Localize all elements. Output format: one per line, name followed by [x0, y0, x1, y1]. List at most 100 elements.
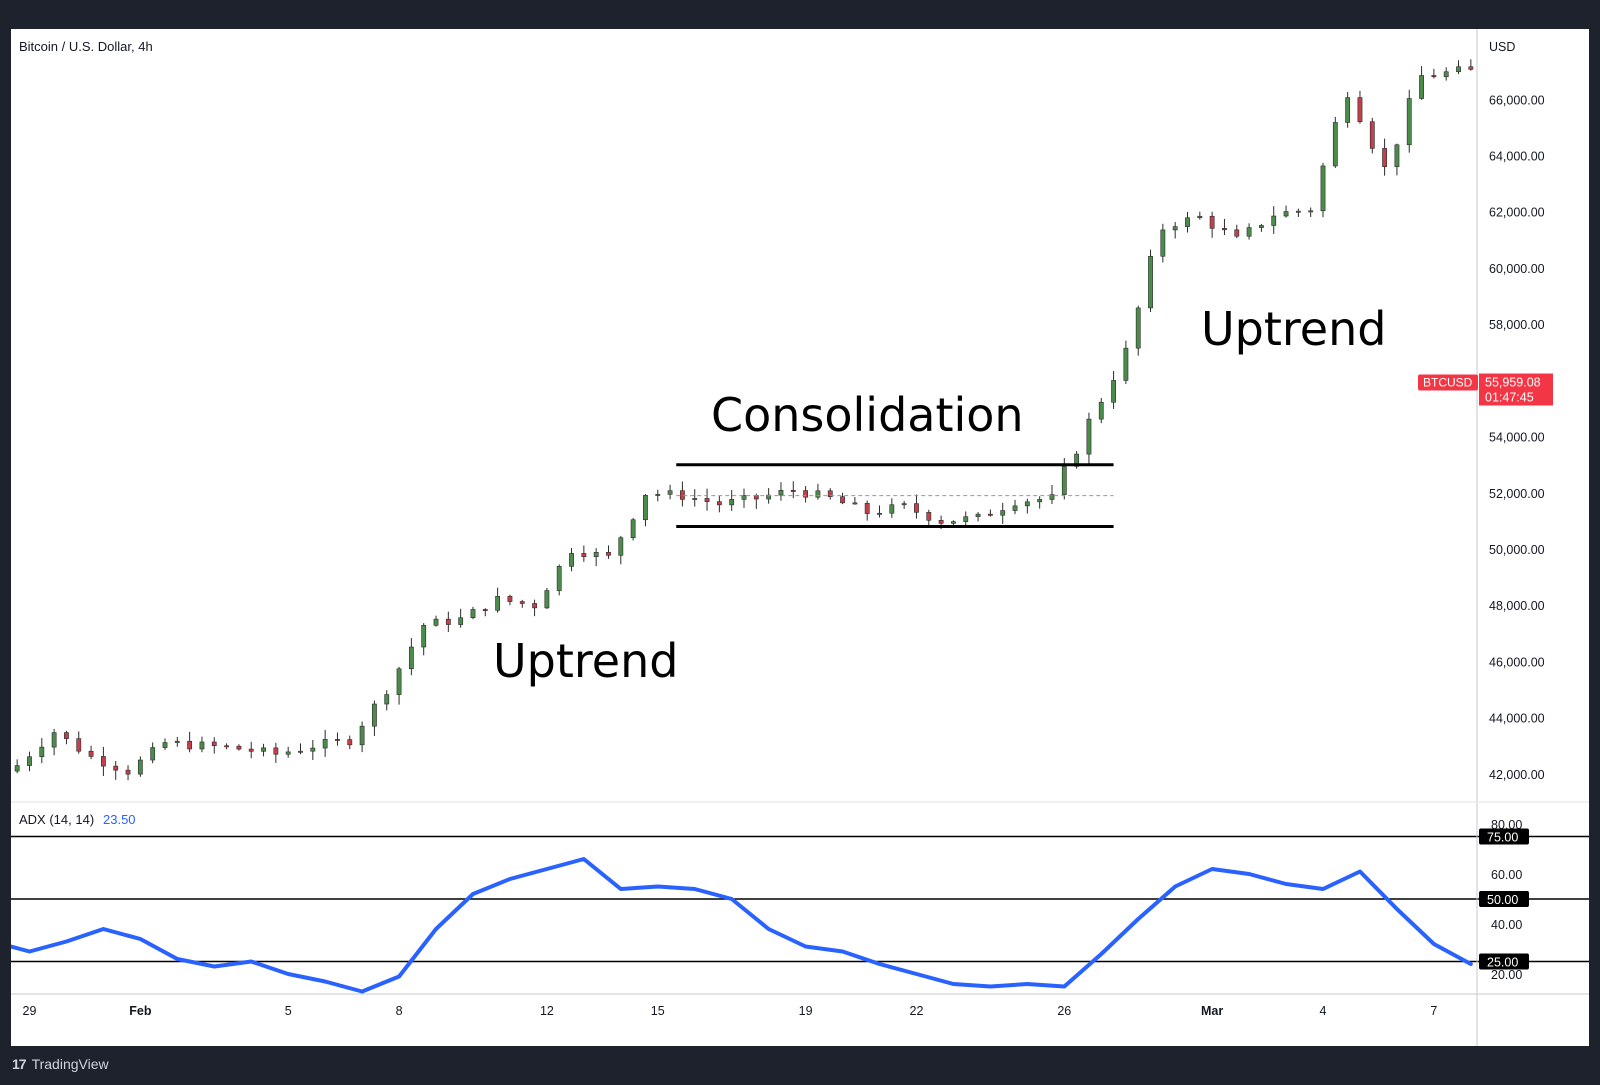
- currency-label: USD: [1489, 40, 1515, 54]
- tradingview-brand[interactable]: 17 TradingView: [12, 1056, 109, 1072]
- price-tick-label: 66,000.00: [1489, 93, 1545, 107]
- candle-body: [593, 551, 599, 557]
- candle-body: [125, 769, 131, 775]
- candle-body: [507, 596, 513, 602]
- time-tick-label: 29: [23, 1004, 37, 1018]
- candle-body: [1049, 494, 1055, 500]
- candle-body: [680, 490, 685, 500]
- time-tick-label: 15: [651, 1004, 665, 1018]
- candle-body: [261, 747, 266, 752]
- time-tick-label: Feb: [129, 1004, 152, 1018]
- candle-body: [852, 502, 858, 505]
- time-tick-label: 22: [910, 1004, 924, 1018]
- candle-body: [1209, 215, 1215, 229]
- candle-body: [14, 765, 20, 772]
- candle-body: [544, 590, 550, 609]
- candle-body: [643, 495, 648, 521]
- candle-body: [113, 765, 119, 771]
- adx-reference-tag: [1479, 953, 1529, 970]
- candle-body: [236, 745, 242, 750]
- price-tick-label: 62,000.00: [1489, 206, 1545, 220]
- time-tick-label: Mar: [1201, 1004, 1223, 1018]
- candle-body: [889, 504, 895, 514]
- candle-body: [1098, 401, 1104, 420]
- candle-body: [532, 603, 537, 609]
- candle-body: [1320, 165, 1326, 212]
- symbol-tag: [1418, 374, 1478, 391]
- candle-body: [285, 751, 291, 755]
- candle-body: [224, 745, 229, 748]
- candle-body: [433, 618, 439, 626]
- time-tick-label: 5: [285, 1004, 292, 1018]
- candle-body: [211, 741, 217, 747]
- price-tick-label: 44,000.00: [1489, 712, 1545, 726]
- candle-body: [445, 618, 451, 625]
- consolidation-box: [676, 463, 1114, 529]
- candle-body: [1406, 98, 1412, 146]
- candle-body: [100, 756, 106, 767]
- price-tick-label: 48,000.00: [1489, 599, 1545, 613]
- candle-body: [606, 551, 611, 556]
- candle-body: [88, 750, 94, 757]
- candle-body: [372, 703, 377, 727]
- annotation-consolidation: Consolidation: [711, 388, 1024, 442]
- candle-body: [1419, 75, 1424, 99]
- adx-reference-lines: 25.00 50.00 75.00: [11, 828, 1589, 970]
- footer-bar: 17 TradingView: [0, 1046, 1600, 1085]
- candle-body: [667, 490, 673, 495]
- candle-body: [840, 496, 845, 504]
- candle-body: [938, 520, 944, 524]
- time-tick-label: 8: [396, 1004, 403, 1018]
- candle-body: [1172, 226, 1178, 231]
- candle-body: [1246, 227, 1252, 237]
- candle-body: [359, 725, 365, 746]
- price-tick-label: 50,000.00: [1489, 543, 1545, 557]
- candlestick-series: [14, 59, 1474, 781]
- candle-body: [630, 519, 636, 539]
- candle-body: [150, 747, 156, 761]
- candle-body: [1295, 210, 1301, 213]
- candle-body: [815, 490, 821, 498]
- candle-body: [322, 739, 328, 749]
- adx-tick-label: 20.00: [1491, 968, 1522, 982]
- symbol-tag-label: BTCUSD: [1423, 376, 1473, 390]
- candle-body: [827, 490, 833, 497]
- candle-body: [137, 759, 143, 775]
- brand-label: TradingView: [31, 1056, 109, 1072]
- countdown-label: 01:47:45: [1485, 391, 1534, 405]
- candle-body: [1382, 148, 1388, 167]
- candle-body: [1135, 307, 1141, 349]
- candle-body: [1185, 217, 1190, 227]
- candle-body: [1000, 510, 1006, 516]
- price-tick-label: 46,000.00: [1489, 655, 1545, 669]
- candle-body: [384, 694, 390, 705]
- candle-body: [556, 566, 562, 591]
- candle-body: [1197, 215, 1203, 219]
- candle-body: [27, 756, 32, 766]
- time-tick-label: 19: [799, 1004, 813, 1018]
- candle-body: [1074, 453, 1080, 467]
- candle-body: [569, 553, 574, 567]
- tradingview-logo-icon: 17: [12, 1056, 27, 1072]
- adx-reference-label: 50.00: [1487, 893, 1518, 907]
- candle-body: [1123, 347, 1129, 381]
- candle-body: [1234, 229, 1240, 237]
- candle-body: [298, 750, 303, 753]
- candle-body: [396, 668, 402, 695]
- candle-body: [470, 609, 476, 619]
- adx-reference-tag: [1479, 891, 1529, 907]
- candle-body: [963, 516, 969, 522]
- annotation-uptrend-2: Uptrend: [1201, 302, 1386, 356]
- adx-reference-tag: [1479, 828, 1529, 845]
- candle-body: [1332, 122, 1338, 167]
- candle-body: [1456, 66, 1461, 73]
- candle-body: [248, 748, 254, 752]
- candle-body: [1468, 66, 1474, 70]
- price-tick-label: 60,000.00: [1489, 262, 1545, 276]
- adx-reference-label: 25.00: [1487, 956, 1518, 970]
- candle-body: [187, 740, 193, 750]
- chart-canvas[interactable]: 25.00 50.00 75.00 42,000.00 44,000.00 46,000…: [11, 29, 1589, 1046]
- candle-body: [877, 512, 882, 515]
- candle-body: [1308, 210, 1314, 213]
- candle-body: [1024, 501, 1030, 507]
